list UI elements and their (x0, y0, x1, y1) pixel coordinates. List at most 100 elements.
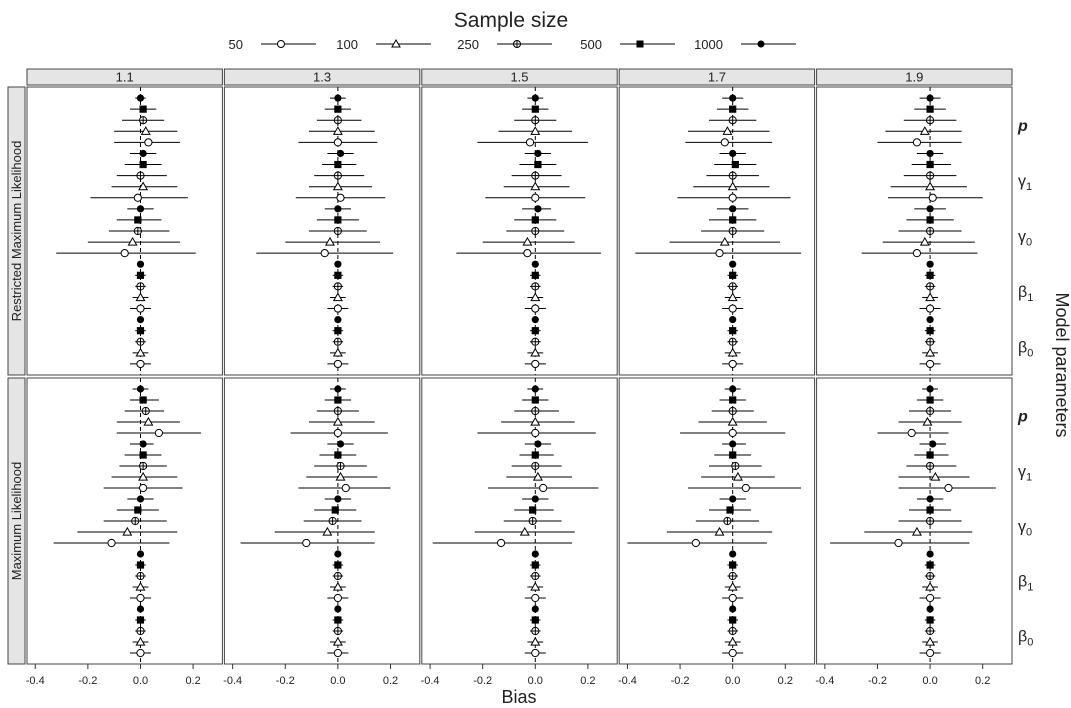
estimate-p-n250 (514, 406, 559, 416)
row-strip-restricted-maximum-likelihood: Restricted Maximum Likelihood (7, 86, 26, 376)
legend-label: 50 (229, 37, 243, 52)
estimate-p-n250 (709, 116, 757, 125)
point (729, 105, 737, 113)
point (333, 648, 342, 658)
estimate-p-n1000 (329, 385, 346, 393)
point (139, 440, 147, 448)
estimate-p-n1000 (135, 94, 146, 102)
estimate-β0-n500 (530, 327, 541, 335)
estimate-γ1-n100 (308, 181, 373, 191)
point (333, 138, 342, 147)
point (926, 149, 934, 158)
estimate-γ0-n50 (456, 249, 602, 258)
facet-strip-1.1: 1.1 (26, 68, 223, 86)
point (523, 249, 532, 258)
estimate-γ0-n500 (316, 216, 359, 224)
estimate-β0-n1000 (334, 605, 342, 613)
panel-restricted-maximum-likelihood-1.1 (26, 86, 223, 376)
point (531, 337, 540, 346)
point (332, 181, 343, 191)
estimate-γ0-n1000 (522, 205, 552, 213)
point (926, 561, 934, 569)
point (334, 451, 342, 459)
estimate-β1-n50 (919, 593, 941, 603)
estimate-β1-n100 (329, 581, 346, 591)
legend: 50 100 250 500 1000 (229, 37, 796, 52)
point (335, 471, 346, 481)
point (728, 171, 737, 180)
point (728, 226, 737, 236)
point (333, 116, 342, 125)
estimate-γ1-n1000 (919, 440, 946, 448)
point (926, 260, 934, 268)
estimate-p-n250 (514, 116, 557, 125)
point (139, 160, 147, 169)
estimate-β1-n250 (332, 571, 344, 581)
point (135, 292, 146, 302)
legend-marker (513, 40, 521, 48)
point (140, 126, 151, 135)
point (926, 616, 934, 624)
point (531, 593, 540, 603)
point (133, 193, 142, 202)
point (728, 593, 737, 603)
point (122, 526, 133, 536)
point (531, 406, 540, 416)
estimate-γ1-n100 (306, 471, 378, 481)
estimate-β1-n250 (727, 571, 738, 581)
point (728, 428, 737, 438)
point (723, 516, 732, 526)
estimate-γ1-n250 (119, 461, 167, 471)
point (336, 149, 345, 158)
point (139, 105, 147, 113)
x-tick-label: 0.2 (975, 675, 990, 687)
point (926, 451, 934, 459)
estimate-γ0-n1000 (127, 205, 154, 213)
estimate-γ0-n1000 (916, 495, 944, 503)
estimate-β0-n500 (135, 327, 146, 335)
point (925, 648, 935, 658)
point (332, 126, 343, 135)
point (531, 495, 539, 503)
point (925, 181, 936, 191)
point (531, 550, 539, 558)
point (143, 416, 154, 426)
estimate-γ0-n250 (103, 516, 167, 526)
facet-strips: 1.1 1.3 1.5 1.7 1.9 (26, 68, 1013, 86)
estimate-β1-n100 (922, 581, 938, 591)
estimate-γ0-n50 (861, 249, 978, 258)
point (728, 571, 737, 581)
estimate-β1-n250 (332, 282, 344, 291)
estimate-γ1-n100 (693, 181, 770, 191)
estimate-β0-n50 (129, 359, 152, 369)
point (727, 181, 738, 191)
estimate-β0-n1000 (926, 605, 934, 613)
x-tick-label: 0.2 (185, 675, 200, 687)
estimate-p-n250 (316, 406, 359, 416)
estimate-p-n500 (522, 105, 549, 113)
point (925, 406, 935, 416)
estimate-γ1-n50 (103, 483, 183, 493)
point (926, 506, 934, 514)
estimate-γ0-n1000 (324, 495, 352, 503)
estimate-β0-n250 (530, 337, 541, 346)
estimate-β0-n50 (129, 648, 152, 658)
estimate-β0-n1000 (334, 316, 342, 324)
x-tick-label: -0.2 (473, 675, 492, 687)
point (731, 461, 740, 471)
point (925, 226, 935, 236)
estimate-p-n100 (687, 126, 770, 135)
estimate-β0-n250 (332, 626, 344, 636)
facet-strip-label: 1.7 (708, 70, 726, 85)
legend-item-50: 50 (229, 37, 316, 52)
estimate-β1-n50 (919, 304, 941, 313)
point (719, 236, 730, 246)
estimate-β1-n50 (524, 593, 546, 603)
estimate-β0-n250 (924, 626, 936, 636)
point (907, 428, 916, 438)
point (333, 226, 342, 236)
point (334, 327, 342, 335)
point (324, 236, 335, 246)
estimate-p-n1000 (724, 385, 741, 393)
point (522, 236, 533, 246)
